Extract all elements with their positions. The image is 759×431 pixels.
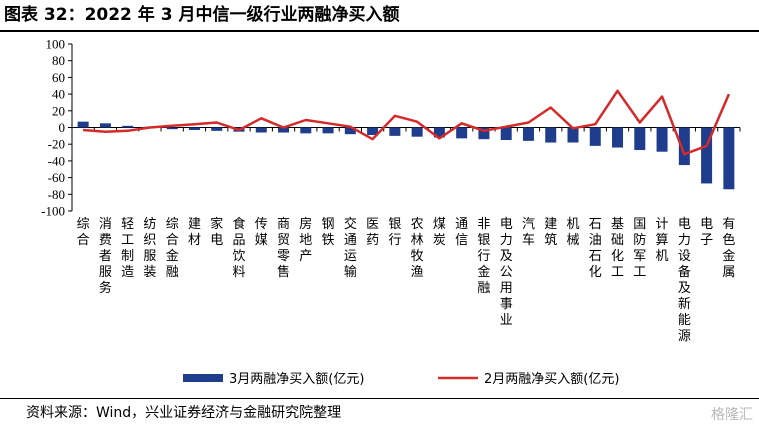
bar-mark [545, 127, 557, 143]
bar-mark [122, 125, 134, 128]
category-label: 石油石化 [589, 217, 602, 280]
legend-bar-label: 3月两融净买入额(亿元) [229, 372, 364, 387]
bar-mark [278, 127, 290, 133]
y-tick-label: 40 [52, 87, 65, 102]
series-line-feb [83, 89, 731, 156]
bar-mark [589, 127, 601, 146]
category-label: 农林牧渔 [411, 217, 424, 280]
category-label: 非银行金融 [477, 217, 490, 296]
category-label: 煤炭 [433, 217, 446, 248]
bar-mark [478, 127, 490, 140]
category-label: 建筑 [544, 217, 557, 248]
footer-divider [0, 398, 759, 399]
source-note: 资料来源：Wind，兴业证券经济与金融研究院整理 [26, 405, 342, 421]
title-divider [0, 30, 759, 32]
category-label: 汽车 [522, 217, 535, 248]
y-tick-label: -60 [48, 170, 65, 185]
bar-mark [255, 127, 267, 133]
category-label: 轻工制造 [121, 217, 134, 280]
category-label: 商贸零售 [277, 217, 290, 280]
category-label: 综合金融 [166, 217, 179, 280]
category-label: 通信 [455, 217, 468, 248]
category-label: 电力设备及新能源 [678, 217, 691, 344]
category-label: 消费者服务 [99, 217, 112, 296]
category-label: 电力及公用事业 [500, 217, 513, 328]
bar-mark [188, 127, 200, 131]
category-label: 基础化工 [611, 217, 624, 280]
bar-mark [656, 127, 668, 152]
bar-mark [500, 127, 512, 141]
legend-line-label: 2月两融净买入额(亿元) [484, 372, 619, 387]
category-label: 房地产 [299, 216, 312, 264]
category-label: 银行 [388, 217, 401, 248]
category-label: 电子 [700, 217, 713, 248]
bar-mark [433, 127, 445, 138]
bar-mark [211, 127, 223, 131]
category-label: 钢铁 [322, 217, 335, 248]
category-label: 计算机 [656, 217, 669, 264]
bar-mark [723, 127, 735, 190]
category-label: 有色金属 [722, 217, 735, 280]
y-tick-label: -20 [48, 137, 65, 152]
bar-mark [367, 127, 379, 136]
bar-mark [300, 127, 312, 134]
bar-mark [99, 123, 111, 128]
bar-mark [634, 127, 646, 151]
bar-mark [701, 127, 713, 184]
y-tick-label: -40 [48, 153, 65, 168]
y-tick-label: 60 [52, 70, 65, 85]
bar-mark [77, 121, 89, 128]
bar-mark [522, 127, 534, 141]
bar-mark [456, 127, 468, 139]
y-tick-label: 20 [52, 103, 65, 118]
bar-mark [344, 127, 356, 135]
category-label: 交通运输 [344, 216, 357, 280]
category-label: 机械 [566, 217, 579, 248]
bar-mark [678, 127, 690, 166]
y-tick-label: -80 [48, 187, 65, 202]
bar-mark [322, 127, 334, 134]
bar-mark [411, 127, 423, 137]
watermark-logo: 格隆汇 [711, 407, 753, 423]
category-label: 综合 [77, 217, 90, 248]
y-tick-label: 80 [52, 53, 65, 68]
bar-mark [567, 127, 579, 143]
category-label: 家电 [210, 216, 223, 248]
category-label: 医药 [366, 217, 379, 248]
category-label: 国防军工 [633, 217, 646, 280]
bar-mark [389, 127, 401, 136]
legend-bar-swatch [183, 374, 223, 382]
category-label: 建材 [188, 217, 201, 248]
y-tick-label: 100 [46, 37, 66, 52]
bar-mark [166, 127, 178, 130]
y-tick-label: -100 [41, 204, 65, 219]
category-label: 食品饮料 [232, 216, 245, 280]
category-label: 纺织服装 [143, 217, 156, 280]
chart-title: 图表 32：2022 年 3 月中信一级行业两融净买入额 [4, 5, 400, 25]
bar-mark [612, 127, 624, 148]
category-label: 传媒 [255, 217, 268, 248]
y-tick-label: 0 [59, 120, 66, 135]
